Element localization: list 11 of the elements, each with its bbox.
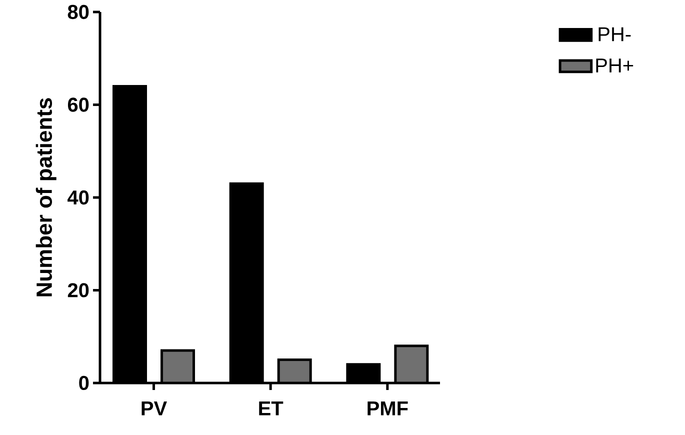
y-tick-label: 40 [68,190,89,205]
x-tick-label: PV [142,402,167,416]
legend-label: PH+ [596,58,634,72]
y-tick-label: 20 [68,283,89,298]
y-axis-title: Number of patients [36,98,56,296]
legend-label: PH- [598,27,631,42]
y-tick-label: 0 [79,376,89,390]
x-tick-label: ET [259,402,284,416]
x-tick-label: PMF [368,402,408,416]
y-tick-label: 80 [68,4,89,20]
y-tick-label: 60 [68,98,89,112]
